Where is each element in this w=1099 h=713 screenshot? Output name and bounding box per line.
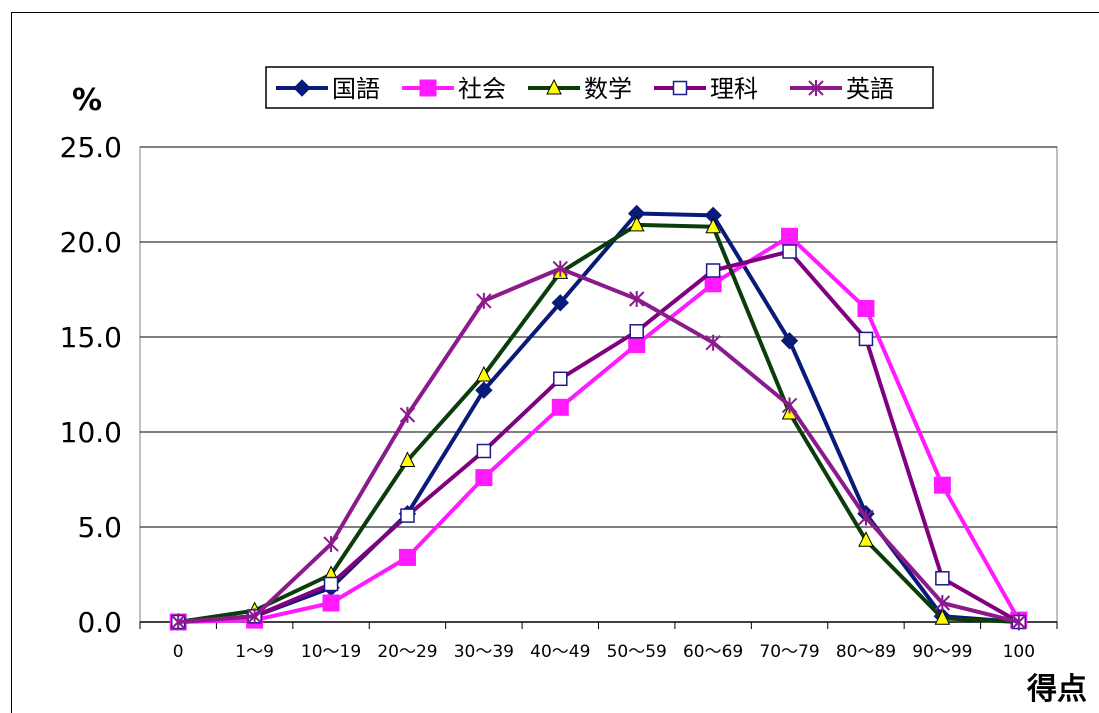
- data-point: [934, 595, 951, 611]
- legend-marker: [808, 80, 824, 96]
- data-point: [551, 398, 569, 416]
- data-point: [781, 397, 798, 414]
- data-point: [551, 294, 569, 312]
- data-point: [322, 594, 340, 612]
- data-point: [857, 300, 875, 317]
- data-point: [628, 215, 645, 232]
- data-point: [782, 244, 797, 259]
- legend-label: 社会: [458, 75, 506, 103]
- legend-marker: [293, 79, 311, 97]
- legend-entry: 英語: [790, 75, 894, 103]
- x-tick-label: 50～59: [607, 642, 667, 662]
- data-point: [553, 371, 568, 387]
- data-point: [400, 508, 415, 523]
- gridlines: [139, 146, 1058, 623]
- data-point: [399, 406, 416, 423]
- x-tick-label: 60～69: [683, 642, 743, 662]
- data-point: [476, 365, 492, 382]
- legend-label: 理科: [710, 75, 758, 103]
- x-tick-label: 100: [1003, 642, 1035, 662]
- x-tick-label: 20～29: [377, 642, 437, 662]
- data-point: [476, 292, 492, 309]
- data-point: [858, 531, 874, 547]
- chart-frame: [11, 12, 1099, 713]
- legend-marker: [546, 78, 562, 95]
- data-point: [399, 451, 416, 467]
- y-tick-label: 20.0: [60, 226, 122, 259]
- data-point: [933, 476, 951, 494]
- data-point: [705, 217, 721, 234]
- series-1: [169, 204, 1028, 631]
- data-point: [323, 576, 339, 592]
- y-axis-unit-label: %: [72, 83, 102, 118]
- y-tick-label: 5.0: [77, 511, 122, 544]
- legend-entry: 社会: [402, 75, 506, 103]
- data-point: [628, 336, 646, 354]
- legend-label: 国語: [332, 75, 380, 103]
- data-point: [858, 509, 874, 526]
- legend-entry: 国語: [276, 75, 380, 103]
- x-tick-label: 70～79: [759, 642, 819, 662]
- legend-entry: 数学: [528, 75, 632, 103]
- data-point: [934, 609, 951, 625]
- data-point: [705, 263, 721, 278]
- x-tick-label: 10～19: [301, 642, 361, 662]
- legend: 国語 社会 数学 理科 英語: [265, 66, 934, 109]
- series-lines: [169, 204, 1028, 631]
- data-point: [780, 332, 799, 350]
- data-point: [476, 443, 492, 459]
- x-axis-ticks: 0 1～9 10～19 20～29 30～39 40～49 50～59 60～69 70～79 8…: [139, 621, 1058, 662]
- data-point: [629, 324, 644, 339]
- data-point: [629, 291, 645, 307]
- series-line: [178, 234, 1021, 624]
- legend-label: 数学: [584, 75, 632, 103]
- data-point: [475, 469, 493, 487]
- legend-entry: 理科: [654, 75, 758, 103]
- x-tick-label: 90～99: [912, 642, 972, 662]
- x-axis-unit-label: 得点: [1026, 672, 1087, 707]
- data-point: [170, 614, 186, 630]
- data-point: [398, 548, 416, 566]
- series-line: [178, 266, 1020, 624]
- series-5: [170, 260, 1027, 630]
- legend-label: 英語: [846, 75, 894, 103]
- x-tick-label: 30～39: [454, 642, 514, 662]
- y-tick-label: 10.0: [60, 416, 122, 449]
- data-point: [781, 227, 799, 245]
- plot-area: [139, 146, 1058, 623]
- y-tick-label: 0.0: [77, 606, 122, 639]
- data-point: [935, 571, 950, 586]
- y-tick-label: 25.0: [60, 131, 122, 164]
- x-tick-label: 1～9: [235, 642, 274, 662]
- data-point: [858, 331, 874, 347]
- x-tick-label: 0: [173, 642, 184, 662]
- series-3: [170, 215, 1027, 629]
- legend-marker: [672, 80, 688, 96]
- series-2: [169, 227, 1028, 631]
- series-line: [178, 249, 1020, 624]
- y-axis-ticks: 0.0 5.0 10.0 15.0 20.0 25.0: [60, 131, 122, 639]
- data-point: [704, 275, 722, 293]
- data-point: [246, 608, 263, 625]
- x-tick-label: 80～89: [836, 642, 896, 662]
- data-point: [475, 381, 493, 399]
- data-point: [1011, 614, 1027, 630]
- x-tick-label: 40～49: [530, 642, 590, 662]
- data-point: [323, 536, 339, 553]
- data-point: [552, 260, 568, 277]
- legend-marker: [419, 79, 437, 97]
- data-point: [705, 334, 721, 351]
- y-tick-label: 15.0: [60, 321, 122, 354]
- series-line: [177, 222, 1019, 624]
